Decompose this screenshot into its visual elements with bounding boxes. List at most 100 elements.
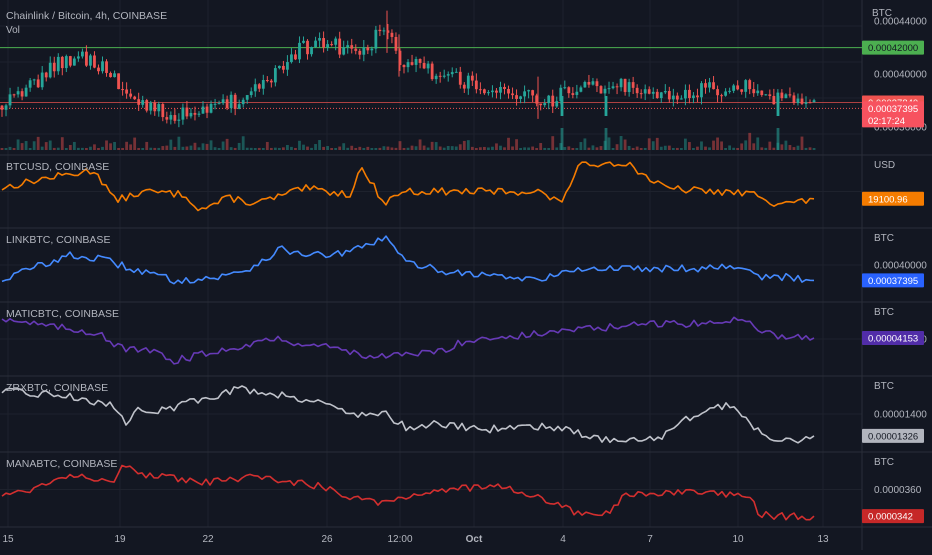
candle-body — [129, 93, 133, 97]
volume-bar — [16, 139, 20, 150]
volume-bar — [125, 141, 129, 150]
volume-bar — [474, 147, 478, 150]
indicator-pane-1[interactable]: BTCUSD, COINBASE USD 19100.96 — [1, 160, 924, 212]
indicator-pane-4[interactable]: ZRXBTC, COINBASE BTC 0.00001400 0.00001326 — [1, 381, 927, 444]
volume-bar — [555, 147, 559, 150]
indicator-value-tag-1-bg — [862, 191, 924, 206]
volume-bar — [752, 143, 756, 150]
volume-bar — [261, 147, 265, 150]
volume-label: Vol — [6, 25, 20, 36]
time-tick-8: 10 — [732, 534, 744, 545]
candlestick-series[interactable] — [0, 10, 816, 128]
volume-bar — [85, 147, 88, 150]
candle-body — [591, 81, 595, 85]
volume-bar — [688, 142, 691, 150]
candle-body — [294, 54, 297, 60]
candle-body — [185, 107, 189, 117]
indicator-line-3[interactable] — [1, 316, 815, 365]
candle-body — [350, 45, 354, 49]
candle-body — [213, 103, 217, 105]
indicator-panes[interactable]: BTCUSD, COINBASE USD 19100.96 LINKBTC, COIN… — [1, 160, 927, 524]
main-axis-unit: BTC — [872, 8, 892, 19]
candle-body — [418, 59, 422, 63]
candle-body — [503, 86, 506, 89]
volume-bar — [225, 138, 229, 150]
candle-body — [149, 102, 153, 111]
candle-body — [318, 38, 321, 41]
volume-bar — [434, 142, 438, 150]
candle-body — [808, 102, 812, 104]
candle-body — [209, 103, 213, 113]
candle-body — [752, 89, 756, 94]
candle-body — [615, 86, 619, 88]
volume-bar — [454, 146, 458, 150]
volume-bar — [346, 147, 350, 150]
candle-body — [647, 89, 651, 94]
volume-bar — [362, 147, 366, 150]
indicator-pane-3[interactable]: MATICBTC, COINBASEBTC0.000040000.0000415… — [1, 307, 927, 365]
indicator-title-2: LINKBTC, COINBASE — [6, 234, 110, 246]
candle-body — [780, 92, 784, 99]
volume-bar — [233, 147, 237, 150]
candle-body — [651, 91, 655, 94]
candle-body — [302, 40, 305, 43]
candle-body — [458, 71, 462, 85]
indicator-line-1[interactable] — [1, 161, 815, 212]
indicator-line-4[interactable] — [1, 385, 815, 444]
volume-bar — [173, 146, 177, 150]
volume-bar — [44, 142, 48, 150]
candle-body — [539, 103, 543, 106]
candle-body — [233, 94, 237, 109]
indicator-line-5[interactable] — [1, 464, 815, 521]
candle-body — [466, 75, 470, 89]
candle-body — [547, 95, 551, 104]
candle-body — [72, 58, 76, 66]
candle-body — [68, 56, 72, 66]
volume-bar — [209, 140, 213, 150]
candle-body — [133, 96, 137, 100]
indicator-value-tag-3-bg — [862, 331, 924, 345]
volume-bar — [265, 141, 269, 150]
volume-bar — [716, 137, 719, 150]
volume-bar — [157, 147, 161, 150]
volume-bar — [201, 143, 205, 150]
candle-body — [655, 91, 659, 99]
indicator-pane-5[interactable]: MANABTC, COINBASE BTC 0.0000360 0.0000342 — [1, 457, 924, 524]
candle-body — [627, 82, 631, 93]
volume-bar — [527, 147, 531, 150]
volume-bar — [667, 145, 671, 150]
candle-body — [639, 93, 643, 95]
candle-body — [454, 71, 458, 73]
indicator-pane-2[interactable]: LINKBTC, COINBASE BTC 0.00040000 0.00037395 — [1, 233, 927, 288]
time-tick-3: 26 — [321, 534, 333, 545]
candle-body — [607, 88, 611, 90]
volume-bar — [402, 147, 406, 150]
volume-bar — [169, 139, 173, 150]
volume-bar — [704, 146, 707, 150]
volume-bar — [177, 136, 181, 150]
candle-body — [121, 89, 124, 91]
candle-body — [736, 85, 740, 90]
candle-body — [462, 84, 466, 89]
volume-bar — [153, 147, 157, 150]
volume-bar — [253, 147, 257, 150]
volume-bar — [511, 146, 514, 150]
candle-body — [663, 91, 667, 93]
alert-price-tag: 0.00042000 — [868, 43, 918, 54]
volume-bar — [81, 147, 84, 150]
candle-body — [575, 91, 579, 95]
candle-body — [338, 38, 342, 55]
indicator-value-tag-5: 0.0000342 — [868, 512, 913, 523]
main-price-pane[interactable]: Chainlink / Bitcoin, 4h, COINBASE Vol BT… — [0, 8, 927, 150]
candle-body — [145, 100, 149, 111]
candle-body — [744, 80, 748, 92]
volume-bar — [808, 147, 812, 150]
volume-bar — [627, 145, 631, 150]
candle-body — [36, 79, 40, 88]
candle-body — [515, 95, 518, 99]
volume-bar — [141, 147, 145, 150]
volume-bar — [784, 140, 788, 150]
indicator-line-2[interactable] — [1, 235, 815, 285]
